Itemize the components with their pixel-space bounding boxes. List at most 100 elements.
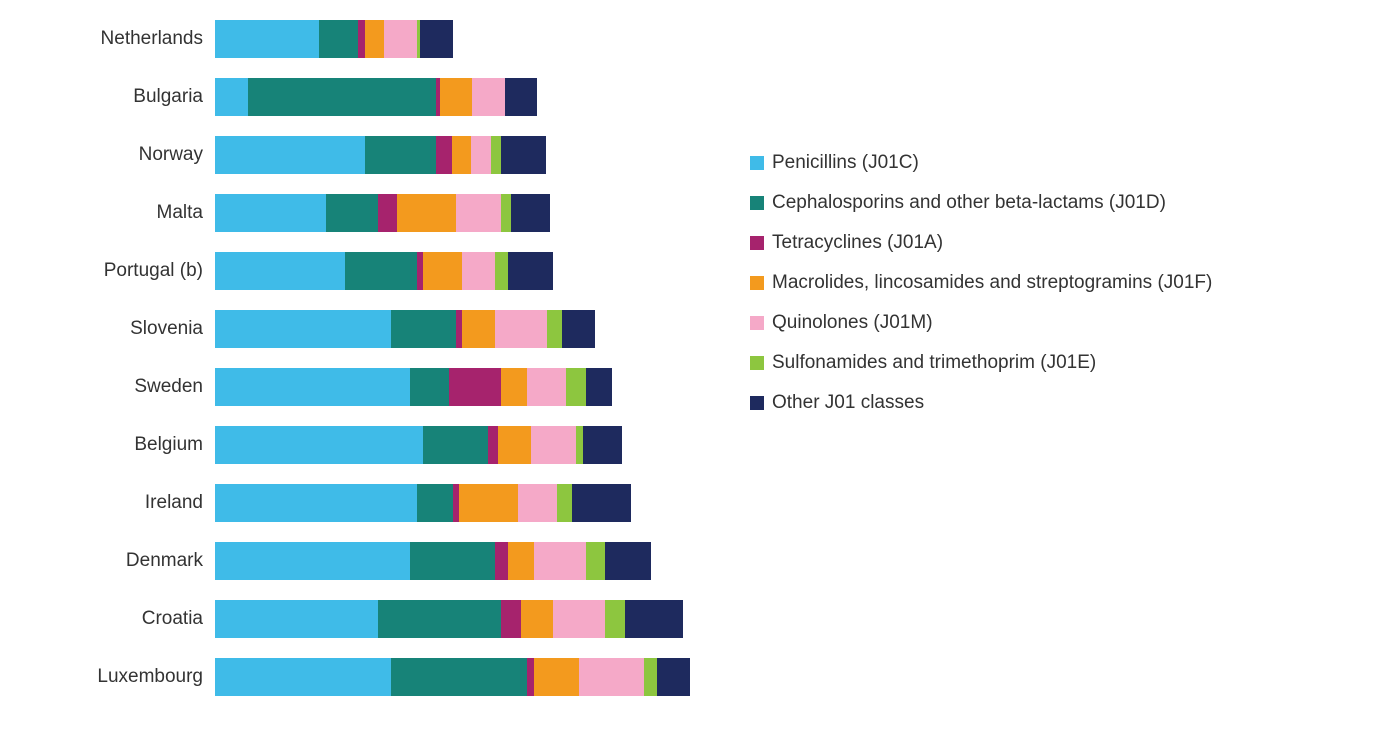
- bar-segment-penicillins: [215, 136, 365, 174]
- bar-segment-macrolides: [365, 20, 385, 58]
- stacked-bar: [215, 136, 546, 174]
- stacked-bar: [215, 658, 690, 696]
- chart-container: Netherlands Bulgaria Norway Malta Portugal (…: [20, 20, 690, 696]
- bar-segment-penicillins: [215, 310, 391, 348]
- bar-row: Portugal (b): [20, 252, 690, 290]
- legend-swatch: [750, 276, 764, 290]
- stacked-bar: [215, 194, 550, 232]
- bar-segment-sulfonamides: [491, 136, 501, 174]
- stacked-bar: [215, 368, 612, 406]
- legend-item: Macrolides, lincosamides and streptogram…: [750, 272, 1212, 294]
- bar-segment-cephalosporins: [423, 426, 488, 464]
- bar-segment-quinolones: [462, 252, 495, 290]
- bar-row: Ireland: [20, 484, 690, 522]
- legend-swatch: [750, 356, 764, 370]
- bar-segment-quinolones: [472, 78, 505, 116]
- bar-segment-tetracyclines: [378, 194, 398, 232]
- bar-segment-tetracyclines: [436, 136, 452, 174]
- bar-segment-quinolones: [495, 310, 547, 348]
- category-label: Denmark: [20, 550, 215, 572]
- bar-segment-other: [508, 252, 554, 290]
- category-label: Malta: [20, 202, 215, 224]
- bar-segment-other: [562, 310, 595, 348]
- bar-segment-quinolones: [534, 542, 586, 580]
- category-label: Norway: [20, 144, 215, 166]
- bar-row: Malta: [20, 194, 690, 232]
- bar-segment-penicillins: [215, 194, 326, 232]
- legend-item: Cephalosporins and other beta-lactams (J…: [750, 192, 1212, 214]
- legend-label: Tetracyclines (J01A): [772, 232, 943, 254]
- bar-segment-macrolides: [501, 368, 527, 406]
- stacked-bar: [215, 542, 651, 580]
- bar-segment-other: [583, 426, 622, 464]
- legend-item: Other J01 classes: [750, 392, 1212, 414]
- bar-segment-penicillins: [215, 542, 410, 580]
- legend-label: Quinolones (J01M): [772, 312, 933, 334]
- legend-swatch: [750, 396, 764, 410]
- legend-swatch: [750, 156, 764, 170]
- legend-swatch: [750, 316, 764, 330]
- bar-segment-quinolones: [518, 484, 557, 522]
- bar-segment-other: [572, 484, 631, 522]
- bar-segment-cephalosporins: [410, 542, 495, 580]
- bar-segment-penicillins: [215, 368, 410, 406]
- bar-segment-sulfonamides: [501, 194, 511, 232]
- category-label: Luxembourg: [20, 666, 215, 688]
- bar-row: Belgium: [20, 426, 690, 464]
- category-label: Ireland: [20, 492, 215, 514]
- bar-segment-cephalosporins: [378, 600, 502, 638]
- bar-segment-penicillins: [215, 484, 417, 522]
- bar-segment-quinolones: [456, 194, 502, 232]
- bar-segment-cephalosporins: [365, 136, 437, 174]
- bar-segment-quinolones: [471, 136, 491, 174]
- stacked-bar: [215, 310, 595, 348]
- category-label: Belgium: [20, 434, 215, 456]
- bar-segment-macrolides: [397, 194, 456, 232]
- stacked-bar: [215, 426, 622, 464]
- bar-segment-quinolones: [531, 426, 577, 464]
- category-label: Slovenia: [20, 318, 215, 340]
- bar-row: Netherlands: [20, 20, 690, 58]
- bar-segment-other: [420, 20, 453, 58]
- bar-segment-macrolides: [534, 658, 580, 696]
- bar-segment-sulfonamides: [586, 542, 606, 580]
- bar-segment-cephalosporins: [319, 20, 358, 58]
- bar-segment-macrolides: [498, 426, 531, 464]
- legend-label: Cephalosporins and other beta-lactams (J…: [772, 192, 1166, 214]
- bar-segment-other: [586, 368, 612, 406]
- bar-row: Sweden: [20, 368, 690, 406]
- bar-segment-tetracyclines: [488, 426, 498, 464]
- bar-segment-sulfonamides: [644, 658, 657, 696]
- category-label: Bulgaria: [20, 86, 215, 108]
- bar-segment-quinolones: [553, 600, 605, 638]
- legend-label: Macrolides, lincosamides and streptogram…: [772, 272, 1212, 294]
- legend-item: Quinolones (J01M): [750, 312, 1212, 334]
- category-label: Sweden: [20, 376, 215, 398]
- stacked-bar: [215, 252, 553, 290]
- legend-item: Penicillins (J01C): [750, 152, 1212, 174]
- bar-row: Denmark: [20, 542, 690, 580]
- bar-segment-cephalosporins: [345, 252, 417, 290]
- bar-segment-macrolides: [423, 252, 462, 290]
- bar-segment-sulfonamides: [605, 600, 625, 638]
- bar-segment-sulfonamides: [566, 368, 586, 406]
- bar-segment-penicillins: [215, 426, 423, 464]
- bar-segment-sulfonamides: [557, 484, 573, 522]
- bar-row: Luxembourg: [20, 658, 690, 696]
- stacked-bar: [215, 78, 537, 116]
- category-label: Croatia: [20, 608, 215, 630]
- bar-rows: Netherlands Bulgaria Norway Malta Portugal (…: [20, 20, 690, 696]
- bar-segment-penicillins: [215, 600, 378, 638]
- bar-segment-macrolides: [508, 542, 534, 580]
- bar-segment-cephalosporins: [248, 78, 437, 116]
- bar-segment-other: [625, 600, 684, 638]
- bar-segment-penicillins: [215, 252, 345, 290]
- bar-row: Norway: [20, 136, 690, 174]
- bar-segment-tetracyclines: [501, 600, 521, 638]
- bar-segment-macrolides: [452, 136, 472, 174]
- bar-segment-cephalosporins: [391, 658, 528, 696]
- bar-segment-penicillins: [215, 78, 248, 116]
- bar-segment-other: [511, 194, 550, 232]
- legend-swatch: [750, 236, 764, 250]
- category-label: Portugal (b): [20, 260, 215, 282]
